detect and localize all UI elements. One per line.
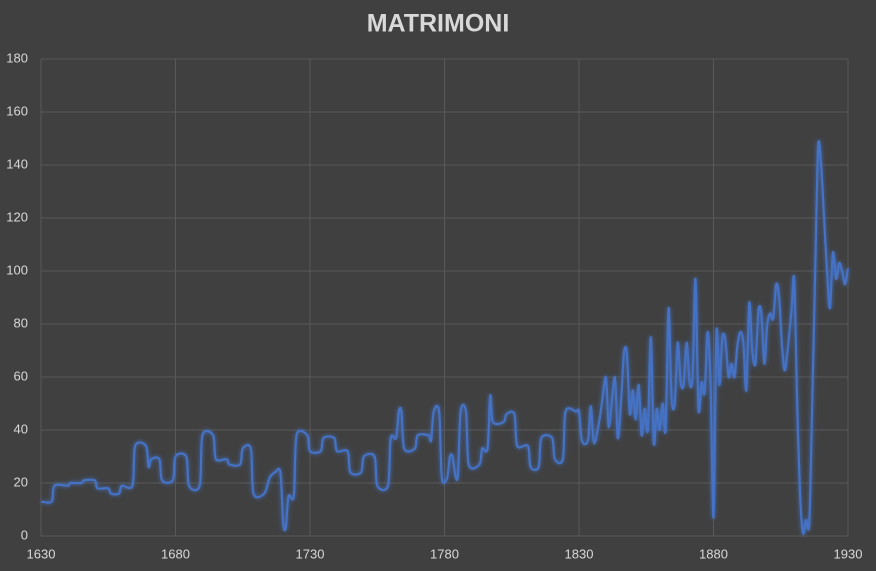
y-tick-label: 160 — [6, 103, 28, 118]
y-tick-label: 60 — [14, 368, 28, 383]
y-tick-label: 80 — [14, 315, 28, 330]
y-tick-label: 180 — [6, 50, 28, 65]
chart-title: MATRIMONI — [367, 10, 510, 38]
line-series — [40, 140, 850, 535]
y-tick-label: 40 — [14, 421, 28, 436]
y-tick-label: 100 — [6, 262, 28, 277]
x-tick-label: 1830 — [565, 546, 594, 561]
x-tick-label: 1930 — [834, 546, 863, 561]
y-tick-label: 20 — [14, 474, 28, 489]
y-tick-label: 120 — [6, 209, 28, 224]
x-tick-label: 1730 — [296, 546, 325, 561]
x-tick-label: 1630 — [27, 546, 56, 561]
x-tick-label: 1880 — [699, 546, 728, 561]
y-tick-label: 140 — [6, 156, 28, 171]
x-tick-label: 1680 — [161, 546, 190, 561]
x-tick-label: 1780 — [430, 546, 459, 561]
y-tick-label: 0 — [21, 527, 28, 542]
